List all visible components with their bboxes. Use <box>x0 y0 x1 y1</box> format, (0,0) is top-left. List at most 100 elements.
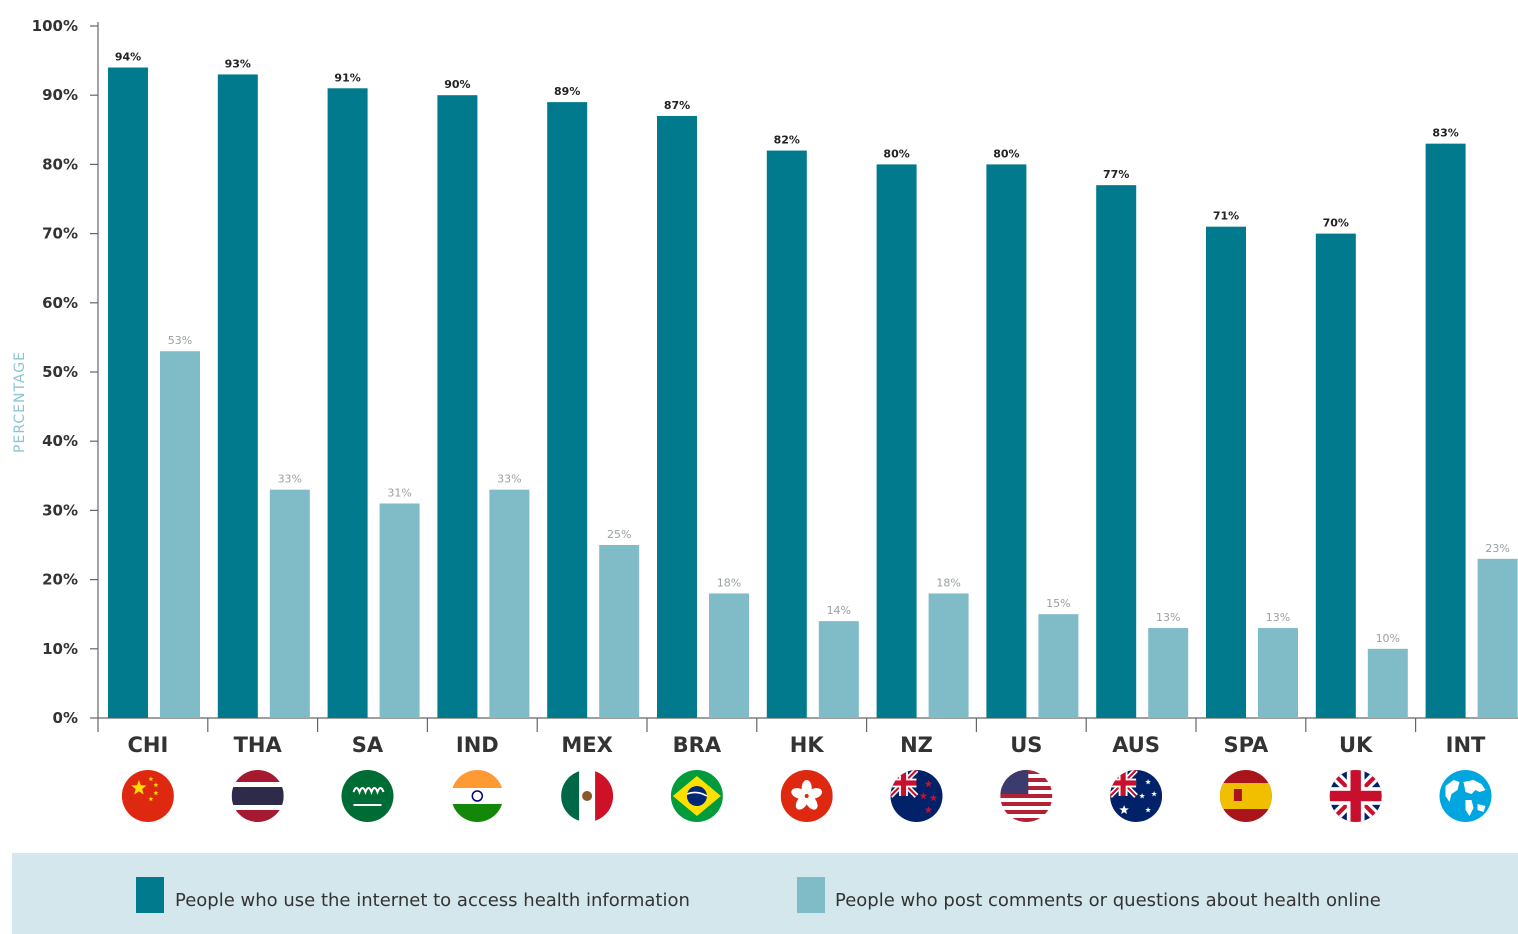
data-label-post-comments: 53% <box>168 334 192 347</box>
category-group-bra: 87% 18% BRA <box>646 99 749 757</box>
data-label-internet-use: 94% <box>115 51 141 64</box>
legend-swatch-post-comments <box>797 877 825 913</box>
data-label-internet-use: 71% <box>1213 210 1239 223</box>
y-tick-label: 90% <box>42 86 78 104</box>
bar-internet-use-ind <box>437 95 478 718</box>
hong-kong-flag-icon <box>780 770 833 822</box>
thailand-flag-icon <box>231 770 284 822</box>
bar-internet-use-uk <box>1315 233 1356 718</box>
x-tick-label: NZ <box>900 733 933 757</box>
y-tick-label: 100% <box>32 17 78 35</box>
bar-post-comments-tha <box>269 489 310 718</box>
data-label-post-comments: 18% <box>936 576 960 589</box>
x-tick-label: MEX <box>561 733 612 757</box>
x-tick-label: US <box>1010 733 1042 757</box>
y-tick-label: 10% <box>42 640 78 658</box>
x-tick-label: IND <box>456 733 499 757</box>
bar-post-comments-bra <box>709 593 749 718</box>
data-label-internet-use: 83% <box>1432 127 1458 140</box>
bar-post-comments-us <box>1038 614 1079 718</box>
data-label-post-comments: 33% <box>278 473 302 486</box>
x-tick-label: SA <box>352 733 384 757</box>
chart-legend: People who use the internet to access he… <box>12 853 1518 934</box>
bar-post-comments-hk <box>818 621 859 718</box>
bar-post-comments-nz <box>928 593 969 718</box>
x-tick-label: UK <box>1339 733 1373 757</box>
bar-internet-use-int <box>1425 143 1466 718</box>
x-tick-label: AUS <box>1112 733 1160 757</box>
x-tick-label: HK <box>790 733 825 757</box>
bar-internet-use-chi <box>108 67 148 718</box>
data-label-internet-use: 91% <box>334 71 360 84</box>
new-zealand-flag-icon <box>890 770 943 822</box>
india-flag-icon <box>451 770 504 822</box>
data-label-post-comments: 10% <box>1376 632 1400 645</box>
australia-flag-icon <box>1110 770 1163 822</box>
category-group-hk: 82% 14% HK <box>756 134 859 757</box>
data-label-post-comments: 13% <box>1156 611 1180 624</box>
bar-post-comments-mex <box>599 545 640 718</box>
legend-swatch-internet-use <box>136 877 164 913</box>
data-label-internet-use: 87% <box>664 99 690 112</box>
data-label-post-comments: 31% <box>387 486 411 499</box>
category-group-nz: 80% 18% NZ <box>865 147 969 757</box>
category-group-uk: 70% 10% UK <box>1305 217 1408 757</box>
legend-background <box>12 853 1518 934</box>
bar-internet-use-hk <box>766 150 807 718</box>
category-group-mex: 89% 25% MEX <box>536 85 640 757</box>
data-label-internet-use: 77% <box>1103 168 1129 181</box>
category-group-int: 83% 23% INT <box>1414 127 1518 757</box>
data-label-internet-use: 89% <box>554 85 580 98</box>
category-group-spa: 71% 13% SPA <box>1195 210 1298 757</box>
bar-internet-use-mex <box>547 102 588 719</box>
chart-bars: 94% 53% CHI 93% 33% THA 91% 31% SA 90% 33% IND 89% 25… <box>97 51 1518 757</box>
mexico-flag-icon <box>561 770 614 822</box>
data-label-internet-use: 80% <box>883 147 909 160</box>
data-label-post-comments: 14% <box>827 604 851 617</box>
category-group-tha: 93% 33% THA <box>207 57 310 757</box>
brazil-flag-icon <box>670 770 723 822</box>
category-group-ind: 90% 33% IND <box>426 78 530 757</box>
bar-internet-use-bra <box>657 115 697 718</box>
bar-post-comments-sa <box>379 503 420 718</box>
category-group-chi: 94% 53% CHI <box>97 51 200 757</box>
bar-internet-use-us <box>986 164 1027 718</box>
saudi-arabia-flag-icon <box>341 770 394 822</box>
y-tick-label: 70% <box>42 225 78 243</box>
y-tick-label: 50% <box>42 363 78 381</box>
uk-flag-icon <box>1329 770 1382 822</box>
y-tick-label: 20% <box>42 571 78 589</box>
bar-post-comments-uk <box>1367 648 1408 718</box>
data-label-post-comments: 15% <box>1046 597 1070 610</box>
data-label-internet-use: 93% <box>225 57 251 70</box>
bar-internet-use-tha <box>217 74 258 718</box>
bar-post-comments-int <box>1477 558 1518 718</box>
legend-label-post-comments: People who post comments or questions ab… <box>835 890 1381 911</box>
x-tick-label: SPA <box>1223 733 1269 757</box>
spain-flag-icon <box>1219 770 1272 822</box>
y-tick-label: 30% <box>42 501 78 519</box>
china-flag-icon <box>121 770 174 822</box>
y-tick-label: 60% <box>42 294 78 312</box>
bar-post-comments-aus <box>1148 628 1189 718</box>
data-label-internet-use: 70% <box>1323 217 1349 230</box>
chart-axes: 0% 10% 20% 30% 40% 50% 60% 70% 80% 90% 100% PERCENT… <box>12 17 1518 727</box>
data-label-post-comments: 25% <box>607 528 631 541</box>
bar-post-comments-spa <box>1258 628 1298 718</box>
bar-internet-use-nz <box>876 164 917 718</box>
y-axis-title: PERCENTAGE <box>12 351 28 453</box>
bar-post-comments-chi <box>160 351 200 718</box>
bar-internet-use-sa <box>327 88 368 718</box>
data-label-internet-use: 90% <box>444 78 470 91</box>
legend-label-internet-use: People who use the internet to access he… <box>175 890 690 911</box>
x-tick-label: CHI <box>127 733 168 757</box>
data-label-internet-use: 82% <box>774 134 800 147</box>
data-label-post-comments: 18% <box>717 576 741 589</box>
flag-row <box>121 770 1492 822</box>
y-tick-label: 0% <box>53 709 78 727</box>
category-group-sa: 91% 31% SA <box>317 71 420 757</box>
globe-icon <box>1439 770 1492 822</box>
usa-flag-icon <box>1000 770 1053 822</box>
bar-internet-use-spa <box>1206 226 1246 718</box>
